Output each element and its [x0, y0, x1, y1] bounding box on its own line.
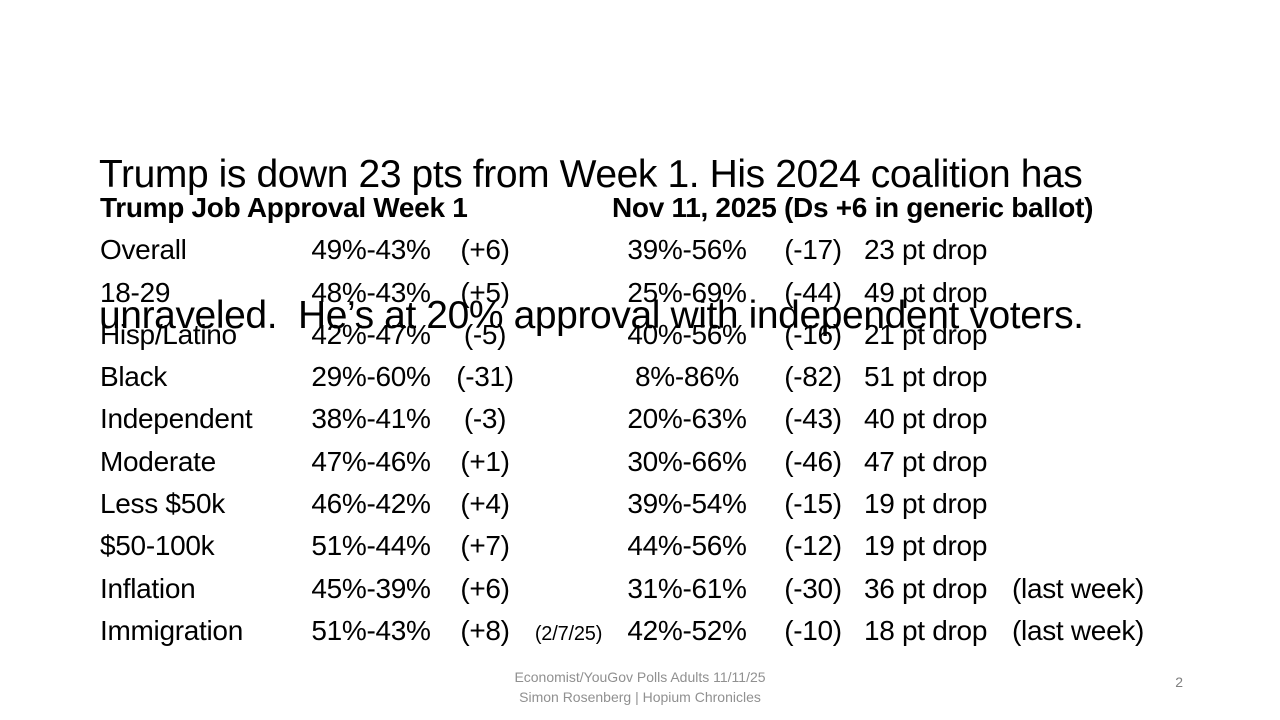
table-row: Inflation 45%-39% (+6) 31%-61% (-30) 36 pt dr… [100, 568, 1240, 610]
column-header-nov: Nov 11, 2025 (Ds +6 in generic ballot) [612, 192, 1094, 223]
nov-value: 20%-63% [627, 403, 747, 435]
poll-comparison-table: Trump Job Approval Week 1 Nov 11, 2025 (… [100, 187, 1240, 652]
poll-table-body: Overall 49%-43% (+6) 39%-56% (-17) 23 pt drop… [100, 229, 1240, 652]
nov-margin: (-82) [784, 361, 842, 393]
nov-value: 30%-66% [627, 445, 747, 477]
table-header-row: Trump Job Approval Week 1 Nov 11, 2025 (… [100, 187, 1240, 229]
last-week-note: (last week) [1012, 572, 1145, 604]
nov-margin: (-12) [784, 530, 842, 562]
week1-margin: (+1) [460, 445, 510, 477]
nov-margin: (-30) [784, 572, 842, 604]
week1-value: 49%-43% [311, 234, 431, 266]
week1-margin: (-5) [463, 318, 507, 350]
nov-margin: (-17) [784, 234, 842, 266]
slide-title-line-2: unraveled. He’s at 20% approval with ind… [99, 294, 1084, 337]
week1-margin: (+6) [460, 572, 510, 604]
row-label: 18-29 [100, 276, 171, 308]
nov-margin: (-15) [784, 488, 842, 520]
row-label: Black [100, 361, 167, 393]
week1-margin: (+5) [460, 276, 510, 308]
week1-margin: (+6) [460, 234, 510, 266]
footer-author-line: Simon Rosenberg | Hopium Chronicles [519, 689, 761, 705]
nov-margin: (-10) [784, 614, 842, 646]
nov-value: 31%-61% [627, 572, 747, 604]
week1-margin: (+7) [460, 530, 510, 562]
row-label: Less $50k [100, 488, 225, 520]
table-row: Hisp/Latino 42%-47% (-5) 40%-56% (-16) 21 pt … [100, 314, 1240, 356]
row-label: Hisp/Latino [100, 318, 237, 350]
page-number: 2 [1175, 674, 1183, 690]
week1-margin: (-31) [456, 361, 514, 393]
table-row: Independent 38%-41% (-3) 20%-63% (-43) 40 pt … [100, 398, 1240, 440]
table-row: $50-100k 51%-44% (+7) 44%-56% (-12) 19 pt dro… [100, 525, 1240, 567]
week1-value: 48%-43% [311, 276, 431, 308]
drop-value: 36 pt drop [864, 572, 988, 604]
week1-value: 47%-46% [311, 445, 431, 477]
nov-value: 42%-52% [627, 614, 747, 646]
nov-margin: (-16) [784, 318, 842, 350]
slide-footer: Economist/YouGov Polls Adults 11/11/25 S… [0, 667, 1280, 707]
week1-value: 51%-44% [311, 530, 431, 562]
table-row: Moderate 47%-46% (+1) 30%-66% (-46) 47 pt dro… [100, 441, 1240, 483]
drop-value: 51 pt drop [864, 361, 988, 393]
nov-value: 40%-56% [627, 318, 747, 350]
nov-margin: (-44) [784, 276, 842, 308]
week1-value: 42%-47% [311, 318, 431, 350]
week1-value: 29%-60% [311, 361, 431, 393]
week1-margin: (+4) [460, 488, 510, 520]
slide-title-line-1: Trump is down 23 pts from Week 1. His 20… [99, 153, 1083, 196]
week1-margin: (-3) [463, 403, 507, 435]
table-row: 18-29 48%-43% (+5) 25%-69% (-44) 49 pt drop [100, 272, 1240, 314]
nov-value: 39%-54% [627, 488, 747, 520]
week1-value: 38%-41% [311, 403, 431, 435]
row-label: $50-100k [100, 530, 215, 562]
slide-title: Trump is down 23 pts from Week 1. His 20… [99, 57, 1209, 433]
drop-value: 18 pt drop [864, 614, 988, 646]
week1-value: 51%-43% [311, 614, 431, 646]
nov-value: 25%-69% [627, 276, 747, 308]
drop-value: 49 pt drop [864, 276, 988, 308]
week1-date-note: (2/7/25) [534, 622, 603, 645]
nov-value: 44%-56% [627, 530, 747, 562]
row-label: Overall [100, 234, 187, 266]
row-label: Inflation [100, 572, 196, 604]
nov-margin: (-46) [784, 445, 842, 477]
nov-margin: (-43) [784, 403, 842, 435]
row-label: Independent [100, 403, 253, 435]
row-label: Immigration [100, 614, 243, 646]
week1-value: 46%-42% [311, 488, 431, 520]
table-row: Black 29%-60% (-31) 8%-86% (-82) 51 pt drop [100, 356, 1240, 398]
column-header-week1: Trump Job Approval Week 1 [100, 192, 468, 223]
table-row: Less $50k 46%-42% (+4) 39%-54% (-15) 19 pt dr… [100, 483, 1240, 525]
drop-value: 19 pt drop [864, 488, 988, 520]
drop-value: 23 pt drop [864, 234, 988, 266]
row-label: Moderate [100, 445, 216, 477]
table-row: Overall 49%-43% (+6) 39%-56% (-17) 23 pt drop [100, 229, 1240, 271]
week1-value: 45%-39% [311, 572, 431, 604]
drop-value: 47 pt drop [864, 445, 988, 477]
footer-source-line: Economist/YouGov Polls Adults 11/11/25 [514, 669, 766, 685]
nov-value: 8%-86% [634, 361, 740, 393]
week1-margin: (+8) [460, 614, 510, 646]
drop-value: 19 pt drop [864, 530, 988, 562]
drop-value: 21 pt drop [864, 318, 988, 350]
drop-value: 40 pt drop [864, 403, 988, 435]
last-week-note: (last week) [1012, 614, 1145, 646]
nov-value: 39%-56% [627, 234, 747, 266]
table-row: Immigration 51%-43% (+8) (2/7/25) 42%-52% (-1… [100, 610, 1240, 652]
